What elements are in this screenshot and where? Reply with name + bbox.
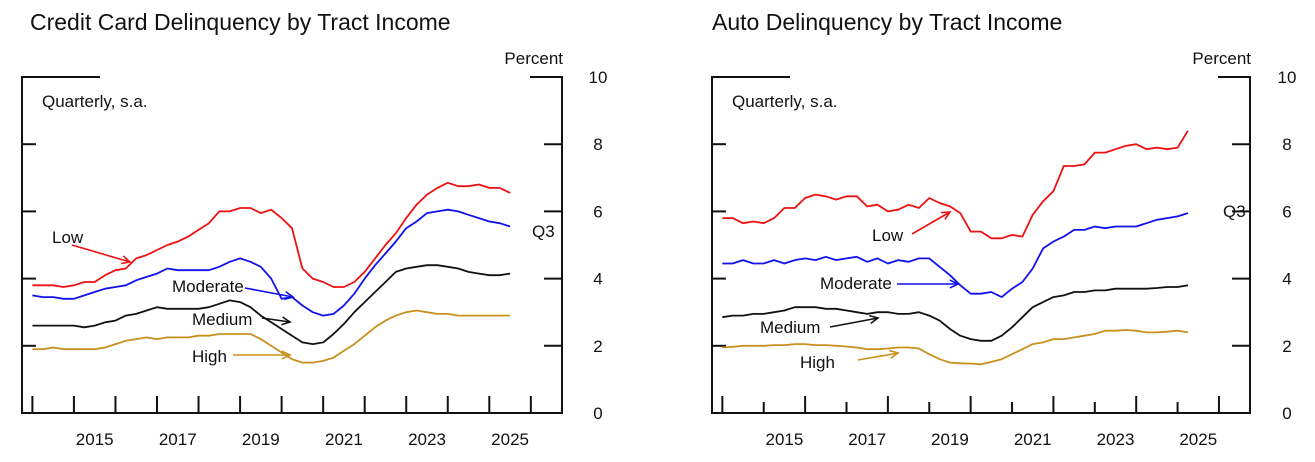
x-tick-label: 2025 (491, 430, 529, 449)
end-period-label: Q3 (1223, 202, 1246, 221)
series-line-low (722, 130, 1189, 240)
annotation-moderate: Moderate (820, 274, 892, 293)
x-tick-label: 2017 (848, 430, 886, 449)
x-tick-label: 2017 (159, 430, 197, 449)
x-tick-label: 2021 (1014, 430, 1052, 449)
series-line-medium (722, 284, 1189, 342)
arrowhead-icon (284, 291, 295, 301)
x-tick-label: 2023 (1097, 430, 1135, 449)
plot-frame (711, 76, 1251, 414)
chart-panel-2: Auto Delinquency by Tract Income Percent Q… (711, 9, 1297, 449)
annotation-arrow-medium (261, 317, 291, 323)
frequency-note: Quarterly, s.a. (42, 92, 148, 111)
annotation-high: High (800, 353, 835, 372)
annotation-arrow-low (71, 244, 131, 263)
chart-title: Credit Card Delinquency by Tract Income (30, 9, 451, 35)
y-tick-label: 0 (1282, 404, 1291, 423)
chart-panel-1: Credit Card Delinquency by Tract Income P… (21, 9, 608, 449)
chart-title: Auto Delinquency by Tract Income (712, 9, 1062, 35)
series-line-moderate (722, 212, 1189, 299)
y-tick-label: 8 (1282, 135, 1291, 154)
annotation-medium: Medium (760, 318, 820, 337)
arrowhead-icon (949, 279, 960, 289)
annotation-arrow-low (911, 211, 951, 235)
annotation-low: Low (872, 226, 904, 245)
series-line-moderate (32, 208, 511, 317)
y-tick-label: 10 (589, 68, 608, 87)
end-period-label: Q3 (532, 222, 555, 241)
annotation-arrow-moderate (244, 287, 294, 298)
y-axis-label: Percent (1192, 49, 1251, 68)
series-line-high (722, 329, 1189, 366)
annotation-low: Low (52, 228, 84, 247)
arrowhead-icon (120, 255, 132, 265)
frequency-note: Quarterly, s.a. (732, 92, 838, 111)
annotation-arrow-high (857, 352, 899, 361)
x-tick-label: 2015 (76, 430, 114, 449)
series-line-medium (32, 264, 511, 346)
y-tick-label: 4 (1282, 270, 1291, 289)
y-tick-label: 0 (593, 404, 602, 423)
y-tick-label: 10 (1278, 68, 1297, 87)
x-tick-label: 2015 (766, 430, 804, 449)
series-line-high (32, 309, 511, 364)
x-tick-label: 2023 (408, 430, 446, 449)
x-tick-label: 2025 (1179, 430, 1217, 449)
x-tick-label: 2019 (931, 430, 969, 449)
series-line-low (32, 181, 511, 288)
x-tick-label: 2019 (242, 430, 280, 449)
arrowhead-icon (281, 350, 292, 360)
x-tick-label: 2021 (325, 430, 363, 449)
annotation-high: High (192, 347, 227, 366)
annotation-medium: Medium (192, 310, 252, 329)
y-axis-label: Percent (504, 49, 563, 68)
y-tick-label: 2 (1282, 337, 1291, 356)
y-tick-label: 6 (593, 202, 602, 221)
y-tick-label: 6 (1282, 202, 1291, 221)
arrowhead-icon (869, 314, 880, 324)
arrowhead-icon (281, 316, 292, 326)
arrowhead-icon (889, 349, 900, 359)
arrowhead-icon (940, 211, 952, 220)
y-tick-label: 8 (593, 135, 602, 154)
y-tick-label: 2 (593, 337, 602, 356)
annotation-arrow-medium (829, 317, 879, 328)
y-tick-label: 4 (593, 270, 602, 289)
annotation-moderate: Moderate (172, 277, 244, 296)
plot-frame (21, 76, 563, 414)
